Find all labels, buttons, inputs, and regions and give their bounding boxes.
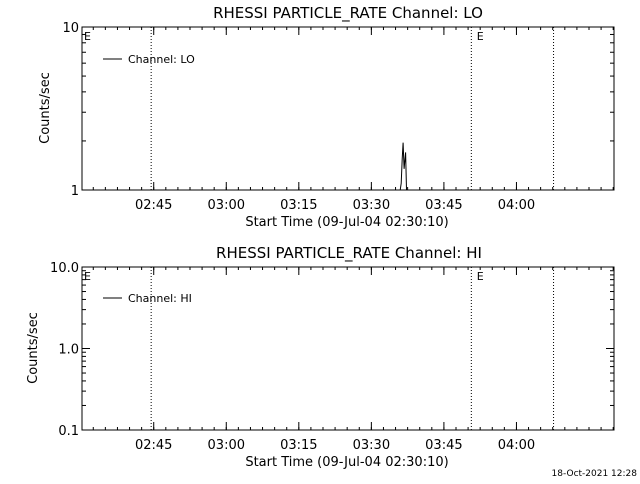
x-axis-label: Start Time (09-Jul-04 02:30:10) (245, 215, 448, 230)
x-tick-label: 03:45 (425, 438, 462, 453)
x-tick-label: 02:45 (135, 198, 172, 213)
y-tick-label: 10.0 (50, 261, 79, 276)
x-tick-label: 03:00 (208, 438, 245, 453)
legend-label: Channel: HI (128, 292, 192, 305)
x-tick-label: 03:15 (280, 438, 317, 453)
x-tick-label: 03:00 (208, 198, 245, 213)
y-tick-label: 1 (71, 184, 79, 199)
panel-hi-channel: RHESSI PARTICLE_RATE Channel: HI Counts/… (26, 244, 615, 470)
x-tick-label: 04:00 (498, 438, 535, 453)
y-axis-label: Counts/sec (38, 72, 53, 144)
x-tick-label: 02:45 (135, 438, 172, 453)
x-tick-label: 03:45 (425, 198, 462, 213)
event-marker-label: E (84, 30, 91, 43)
chart-title: RHESSI PARTICLE_RATE Channel: LO (213, 4, 483, 23)
y-tick-label: 1.0 (58, 343, 79, 358)
panel-lo-channel: RHESSI PARTICLE_RATE Channel: LO Counts/… (38, 4, 615, 230)
chart-title: RHESSI PARTICLE_RATE Channel: HI (216, 244, 482, 263)
generation-timestamp: 18-Oct-2021 12:28 (552, 469, 638, 479)
plot-frame (81, 26, 615, 191)
event-marker-label: E (477, 30, 484, 43)
y-axis-label: Counts/sec (26, 312, 41, 384)
x-tick-label: 03:30 (353, 198, 390, 213)
legend-label: Channel: LO (128, 53, 195, 66)
event-marker-label: E (477, 270, 484, 283)
x-tick-label: 04:00 (498, 198, 535, 213)
x-tick-label: 03:30 (353, 438, 390, 453)
x-tick-label: 03:15 (280, 198, 317, 213)
event-marker-label: E (84, 270, 91, 283)
y-tick-label: 10 (62, 21, 79, 36)
series-line (399, 142, 407, 191)
x-axis-label: Start Time (09-Jul-04 02:30:10) (245, 455, 448, 470)
y-tick-label: 0.1 (58, 424, 79, 439)
